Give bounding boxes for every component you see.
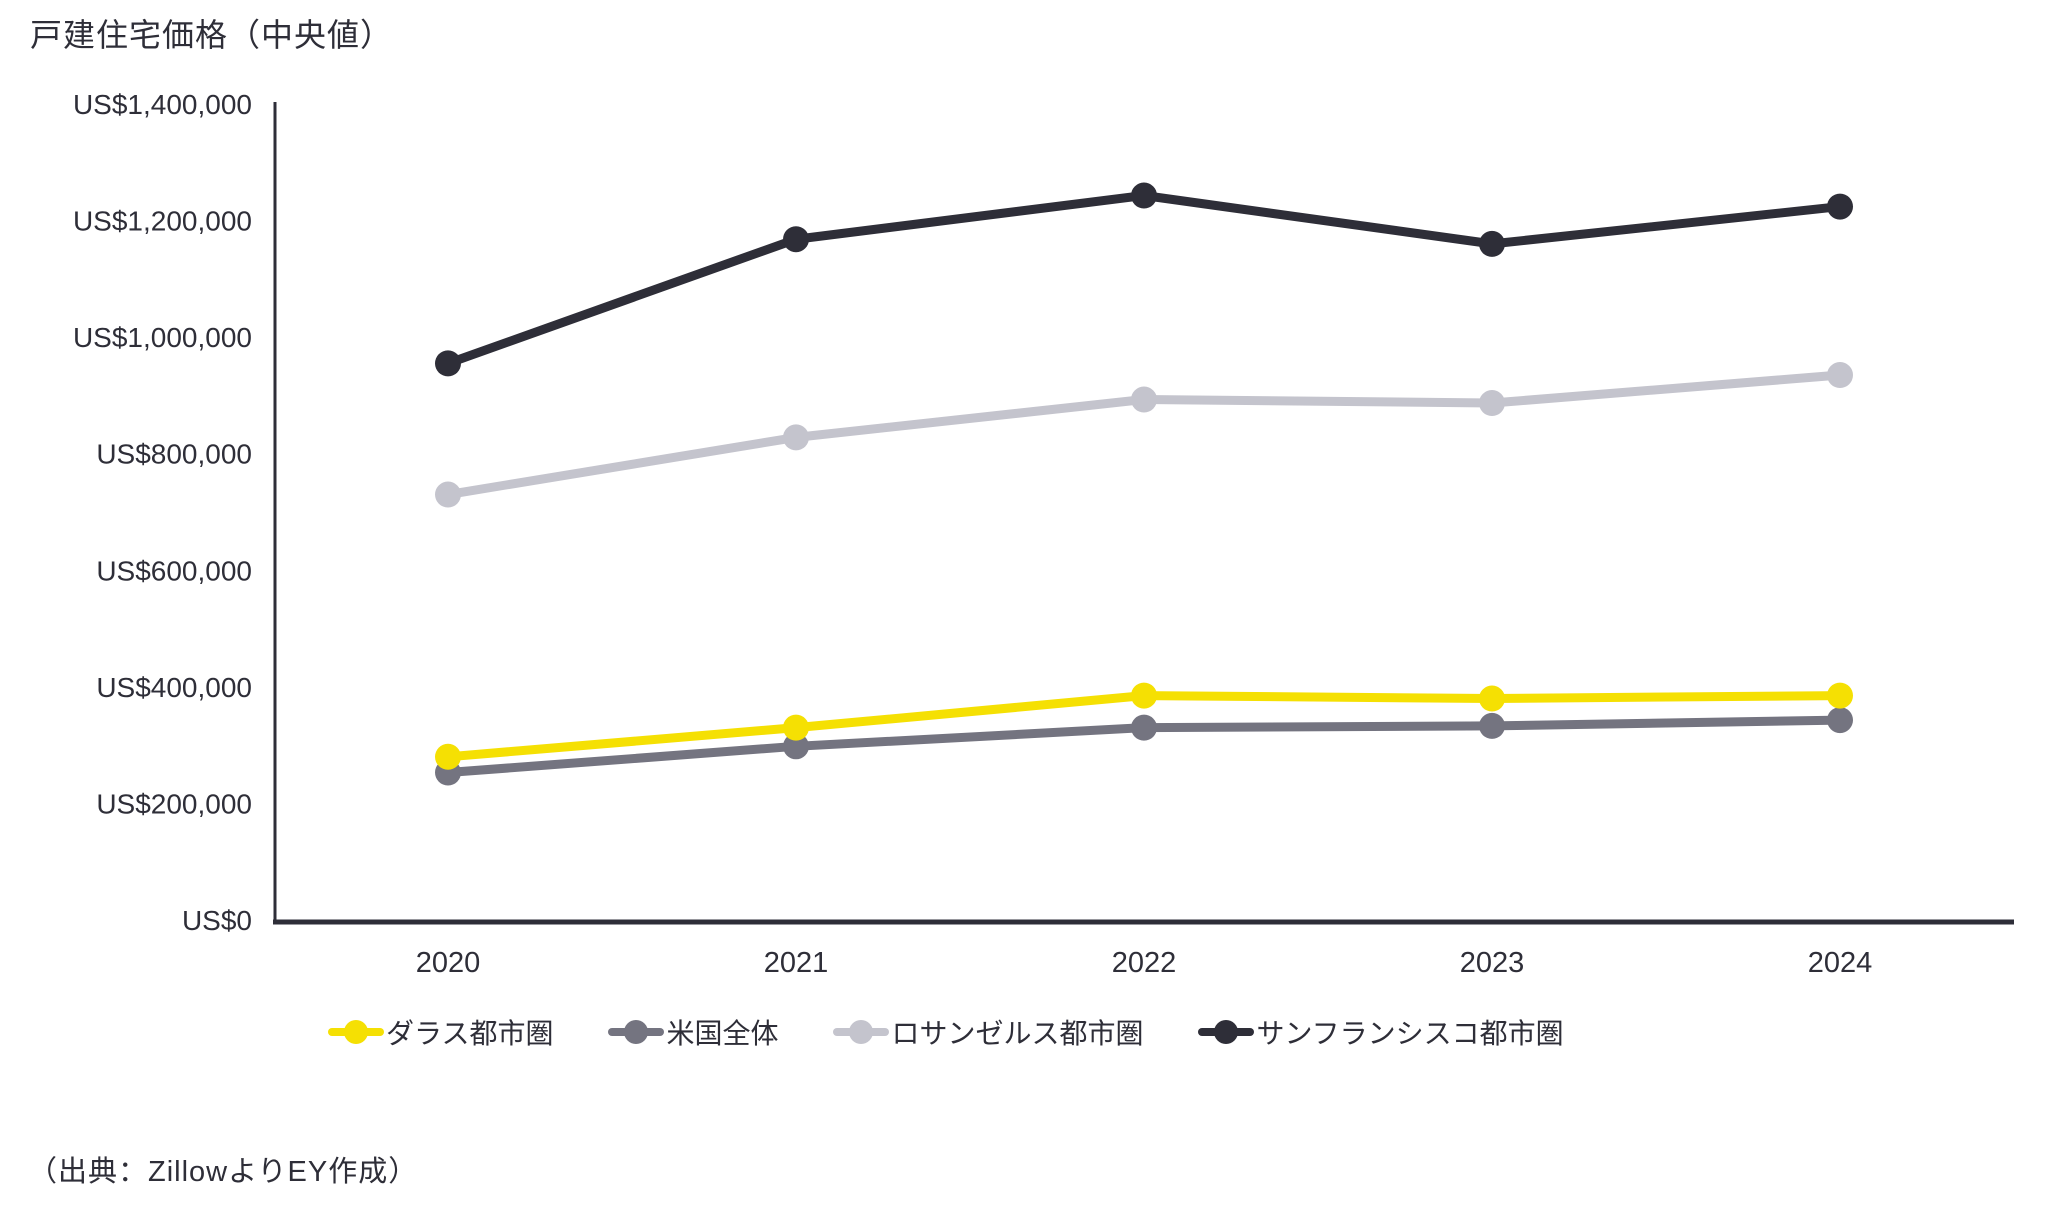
legend-marker-icon <box>1198 1020 1255 1044</box>
data-point-marker-icon <box>1131 682 1157 709</box>
data-point-marker-icon <box>1827 193 1853 220</box>
data-point-marker-icon <box>1827 707 1853 734</box>
legend-item-label: ダラス都市圏 <box>386 1018 554 1049</box>
data-point-marker-icon <box>1827 682 1853 709</box>
x-axis-tick-labels: 2020 2021 2022 2023 2024 <box>416 947 1873 979</box>
data-point-marker-icon <box>435 481 461 508</box>
data-point-marker-icon <box>1131 714 1157 741</box>
y-tick-label: US$600,000 <box>96 555 252 586</box>
legend-item: サンフランシスコ都市圏 <box>1198 1014 1564 1050</box>
data-point-marker-icon <box>1131 386 1157 413</box>
legend-item-label: サンフランシスコ都市圏 <box>1256 1018 1564 1049</box>
data-point-marker-icon <box>783 733 809 760</box>
legend-item: ロサンゼルス都市圏 <box>833 1014 1143 1050</box>
chart-title: 戸建住宅価格（中央値） <box>30 17 394 53</box>
series-line <box>443 191 1845 368</box>
data-point-marker-icon <box>435 743 461 770</box>
y-tick-label: US$400,000 <box>96 672 252 703</box>
y-axis-tick-labels: US$0 US$200,000 US$400,000 US$600,000 US$800… <box>73 89 252 936</box>
legend-dot-icon <box>344 1020 368 1044</box>
y-tick-label: US$1,000,000 <box>73 322 252 353</box>
data-point-marker-icon <box>435 350 461 377</box>
y-tick-label: US$800,000 <box>96 439 252 470</box>
series-米国全体 <box>435 707 1853 786</box>
y-tick-label: US$1,400,000 <box>73 89 252 120</box>
series-ロサンゼルス都市圏 <box>435 362 1853 508</box>
legend-dot-icon <box>1214 1020 1239 1044</box>
x-tick-label: 2022 <box>1112 947 1177 979</box>
data-point-marker-icon <box>783 714 809 741</box>
data-point-marker-icon <box>783 424 809 451</box>
data-point-marker-icon <box>783 226 809 253</box>
legend-dot-icon <box>849 1020 874 1044</box>
x-tick-label: 2023 <box>1460 947 1525 979</box>
data-point-marker-icon <box>1479 712 1505 739</box>
y-tick-label: US$0 <box>182 905 252 936</box>
price-line-chart: US$0 US$200,000 US$400,000 US$600,000 US$800… <box>73 89 2014 979</box>
source-note: （出典：ZillowよりEY作成） <box>28 1156 419 1188</box>
legend-item: ダラス都市圏 <box>328 1014 553 1050</box>
legend-marker-icon <box>328 1020 384 1044</box>
legend-item: 米国全体 <box>608 1014 778 1050</box>
y-tick-label: US$1,200,000 <box>73 206 252 237</box>
data-point-marker-icon <box>1479 390 1505 417</box>
data-point-marker-icon <box>1479 685 1505 712</box>
legend-marker-icon <box>833 1020 890 1044</box>
legend: ダラス都市圏 米国全体 ロサンゼルス都市圏 サンフランシスコ都市圏 <box>328 1014 1564 1050</box>
legend-dot-icon <box>624 1020 649 1044</box>
data-point-marker-icon <box>1827 362 1853 389</box>
x-tick-label: 2020 <box>416 947 481 979</box>
data-point-marker-icon <box>1131 182 1157 209</box>
legend-item-label: 米国全体 <box>666 1018 779 1049</box>
legend-marker-icon <box>608 1020 665 1044</box>
legend-item-label: ロサンゼルス都市圏 <box>891 1018 1144 1049</box>
data-point-marker-icon <box>1479 230 1505 257</box>
x-tick-label: 2024 <box>1808 947 1873 979</box>
y-tick-label: US$200,000 <box>96 788 252 819</box>
series-ダラス都市圏 <box>435 682 1853 770</box>
series-サンフランシスコ都市圏 <box>435 182 1853 377</box>
x-tick-label: 2021 <box>764 947 829 979</box>
